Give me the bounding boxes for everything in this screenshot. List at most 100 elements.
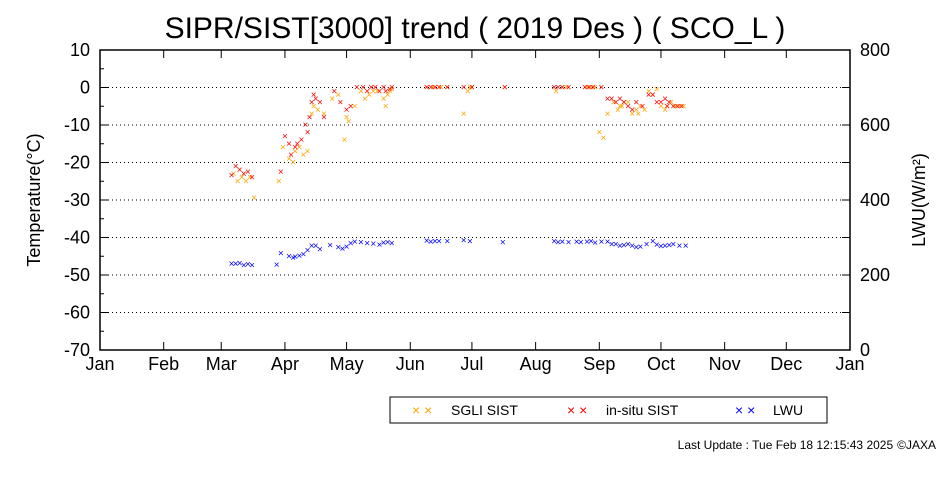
data-point: × [381, 94, 387, 105]
data-point: × [249, 173, 255, 184]
data-point: × [346, 116, 352, 127]
data-point: × [231, 169, 237, 180]
data-point: × [625, 98, 631, 109]
data-point: × [683, 241, 689, 252]
data-point: × [605, 109, 611, 120]
data-point: × [555, 237, 561, 248]
data-point: × [288, 150, 294, 161]
y-axis-right-ticks: 800 600 400 200 0 [846, 40, 890, 360]
data-point: × [584, 237, 590, 248]
data-point: × [677, 241, 683, 252]
data-point: × [428, 237, 434, 248]
data-point: × [668, 98, 674, 109]
data-point: × [383, 101, 389, 112]
x-tick-label: Apr [271, 354, 299, 374]
data-point: × [358, 86, 364, 97]
data-point: × [613, 98, 619, 109]
x-tick-label: Jan [835, 354, 864, 374]
y-axis-left-label: Temperature(°C) [24, 133, 44, 266]
data-point: × [245, 260, 251, 271]
y-tick-label: -30 [64, 190, 90, 210]
data-point: × [672, 101, 678, 112]
data-point: × [613, 240, 619, 251]
data-point: × [372, 83, 378, 94]
data-point: × [385, 90, 391, 101]
data-point: × [296, 143, 302, 154]
data-point: × [424, 83, 430, 94]
grid-lines [100, 87, 850, 313]
data-point: × [241, 169, 247, 180]
data-point: × [305, 128, 311, 139]
data-point: × [438, 83, 444, 94]
data-point: × [374, 86, 380, 97]
data-point: × [311, 101, 317, 112]
legend-marker-lwu: × × [735, 402, 755, 418]
data-point: × [342, 135, 348, 146]
data-point: × [321, 113, 327, 124]
data-point: × [229, 171, 235, 182]
data-point: × [313, 94, 319, 105]
data-point: × [654, 98, 660, 109]
data-point: × [625, 240, 631, 251]
data-point: × [461, 109, 467, 120]
y-axis-right-label: LWU(W/m²) [909, 153, 929, 247]
data-point: × [292, 143, 298, 154]
y-tick-label: -40 [64, 228, 90, 248]
data-point: × [309, 241, 315, 252]
data-point: × [553, 86, 559, 97]
data-point: × [666, 98, 672, 109]
data-point: × [469, 83, 475, 94]
data-point: × [629, 105, 635, 116]
data-point: × [436, 236, 442, 247]
data-point: × [290, 253, 296, 264]
data-point: × [237, 258, 243, 269]
y-tick-label: -70 [64, 340, 90, 360]
data-point: × [650, 90, 656, 101]
data-point: × [432, 83, 438, 94]
legend: × × SGLI SIST × × in-situ SIST × × LWU [389, 396, 828, 424]
data-point: × [654, 240, 660, 251]
data-point: × [598, 83, 604, 94]
data-point: × [229, 259, 235, 270]
data-point: × [237, 165, 243, 176]
data-point: × [245, 167, 251, 178]
data-point: × [670, 101, 676, 112]
data-point: × [352, 237, 358, 248]
x-tick-label: Sep [583, 354, 615, 374]
data-point: × [381, 83, 387, 94]
data-point: × [611, 98, 617, 109]
data-point: × [469, 83, 475, 94]
data-point: × [315, 105, 321, 116]
y-axis-left-ticks: 10 0 -10 -20 -30 -40 -50 -60 -70 [64, 40, 850, 360]
data-point: × [619, 101, 625, 112]
last-update-text: Last Update : Tue Feb 18 12:15:43 2025 [677, 438, 894, 452]
chart-title: SIPR/SIST[3000] trend ( 2019 Des ) ( SCO… [165, 12, 786, 45]
data-point: × [650, 237, 656, 248]
data-point: × [592, 83, 598, 94]
data-point: × [329, 94, 335, 105]
data-point: × [360, 83, 366, 94]
data-point: × [317, 98, 323, 109]
data-point: × [617, 241, 623, 252]
data-point: × [674, 101, 680, 112]
data-point: × [592, 238, 598, 249]
data-point: × [582, 83, 588, 94]
data-point: × [559, 83, 565, 94]
data-point: × [465, 86, 471, 97]
data-point: × [276, 176, 282, 187]
data-point: × [432, 237, 438, 248]
data-point: × [331, 86, 337, 97]
data-point: × [430, 83, 436, 94]
data-point: × [317, 245, 323, 256]
data-point: × [309, 109, 315, 120]
x-tick-label: Jan [85, 354, 114, 374]
data-point: × [249, 261, 255, 272]
data-point: × [337, 98, 343, 109]
y-right-tick-label: 800 [860, 40, 890, 60]
data-point: × [615, 105, 621, 116]
data-point: × [436, 83, 442, 94]
data-point: × [348, 239, 354, 250]
data-point: × [461, 236, 467, 247]
data-point: × [633, 105, 639, 116]
